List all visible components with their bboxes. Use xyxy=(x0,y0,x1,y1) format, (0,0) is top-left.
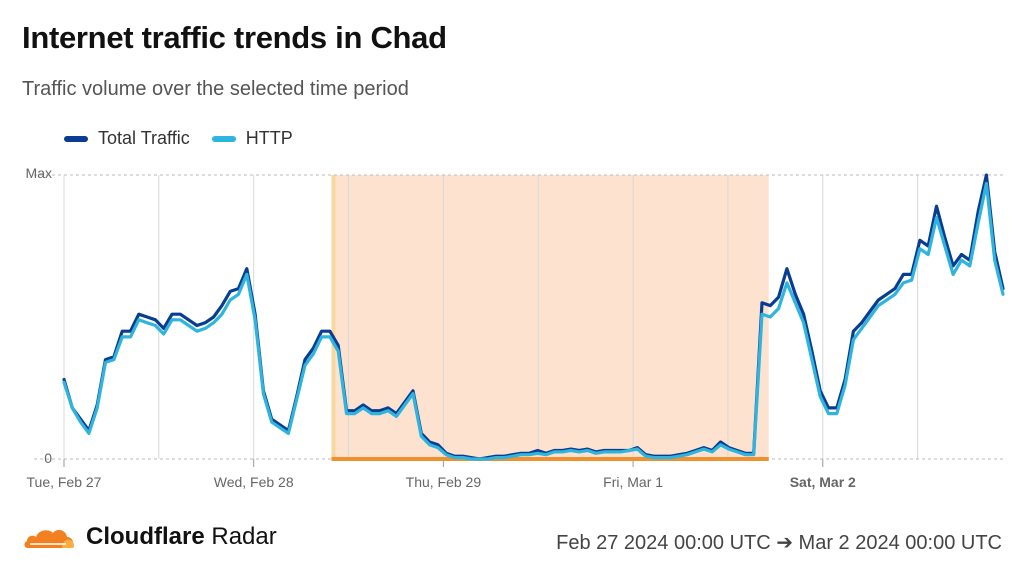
cloudflare-cloud-icon xyxy=(24,529,74,548)
cloudflare-radar-logo: Cloudflare Radar xyxy=(22,522,277,552)
series-line-http xyxy=(62,181,1005,461)
legend-label-http: HTTP xyxy=(245,128,293,148)
chart-subtitle: Traffic volume over the selected time pe… xyxy=(22,78,409,100)
legend-item-http[interactable]: HTTP xyxy=(211,128,293,149)
x-tick-label: Tue, Feb 27 xyxy=(27,474,102,490)
outage-region-edge xyxy=(331,175,336,459)
x-tick-label: Fri, Mar 1 xyxy=(603,474,663,490)
x-tick-label: Sat, Mar 2 xyxy=(790,474,856,490)
y-tick-label-max: Max xyxy=(26,165,52,181)
legend-swatch-total-traffic xyxy=(64,135,88,142)
chart-title: Internet traffic trends in Chad xyxy=(22,20,447,55)
brand-name: Cloudflare Radar xyxy=(86,523,277,551)
outage-bar xyxy=(331,457,769,461)
y-tick-label-zero: 0 xyxy=(44,450,52,466)
x-tick-label: Thu, Feb 29 xyxy=(406,474,482,490)
legend-item-total-traffic[interactable]: Total Traffic xyxy=(64,128,190,149)
brand-name-bold: Cloudflare xyxy=(86,523,205,550)
legend-label-total-traffic: Total Traffic xyxy=(98,128,190,148)
outage-region xyxy=(331,175,769,459)
legend-swatch-http xyxy=(211,135,236,142)
brand-name-regular: Radar xyxy=(211,523,277,550)
x-tick-label: Wed, Feb 28 xyxy=(214,474,294,490)
date-range: Feb 27 2024 00:00 UTC ➔ Mar 2 2024 00:00… xyxy=(556,532,1002,554)
legend: Total Traffic HTTP xyxy=(64,128,293,149)
